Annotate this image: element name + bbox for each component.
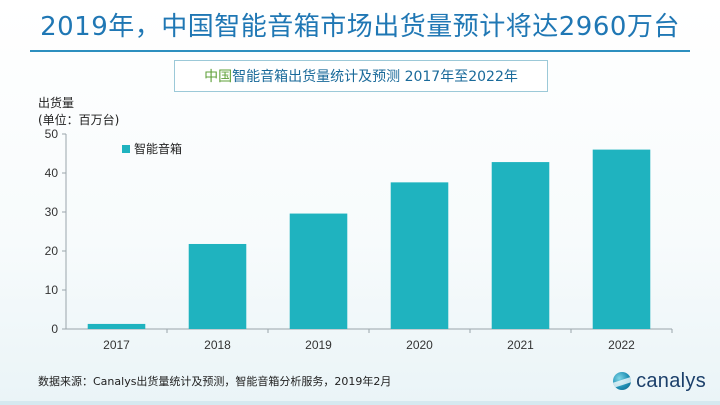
title-divider [30, 50, 690, 52]
y-tick-label: 0 [51, 322, 58, 336]
brand-wordmark: canalys [636, 369, 706, 392]
data-source-note: 数据来源：Canalys出货量统计及预测，智能音箱分析服务，2019年2月 [38, 375, 392, 388]
x-tick-label: 2021 [507, 338, 534, 352]
x-tick-label: 2022 [608, 338, 635, 352]
bar-2020 [390, 182, 449, 329]
globe-icon [613, 372, 632, 390]
legend-swatch [122, 145, 130, 153]
bottom-band [0, 401, 720, 405]
bar-2017 [87, 323, 146, 329]
bar-2021 [491, 162, 550, 329]
brand-logo: canalys [613, 368, 706, 394]
x-tick-label: 2018 [204, 338, 231, 352]
y-axis-label-line2: (单位：百万台) [38, 113, 120, 127]
y-axis-label: 出货量 (单位：百万台) [38, 95, 119, 129]
subtitle-text: 智能音箱出货量统计及预测 2017年至2022年 [232, 69, 518, 85]
y-tick-label: 40 [45, 166, 59, 180]
y-tick-label: 20 [45, 244, 59, 258]
x-tick-label: 2020 [406, 338, 433, 352]
x-tick-label: 2019 [305, 338, 332, 352]
x-tick-label: 2017 [103, 338, 130, 352]
subtitle-accent: 中国 [204, 69, 233, 85]
y-tick-label: 10 [45, 283, 59, 297]
page-title: 2019年，中国智能音箱市场出货量预计将达2960万台 [40, 12, 680, 42]
y-axis-label-line1: 出货量 [38, 96, 75, 110]
chart-subtitle-box: 中国 智能音箱出货量统计及预测 2017年至2022年 [174, 60, 548, 92]
legend-label: 智能音箱 [134, 141, 182, 156]
bar-2018 [188, 243, 247, 329]
y-tick-label: 50 [45, 127, 59, 141]
bar-2022 [592, 149, 651, 329]
bar-2019 [289, 213, 348, 329]
y-tick-label: 30 [45, 205, 59, 219]
